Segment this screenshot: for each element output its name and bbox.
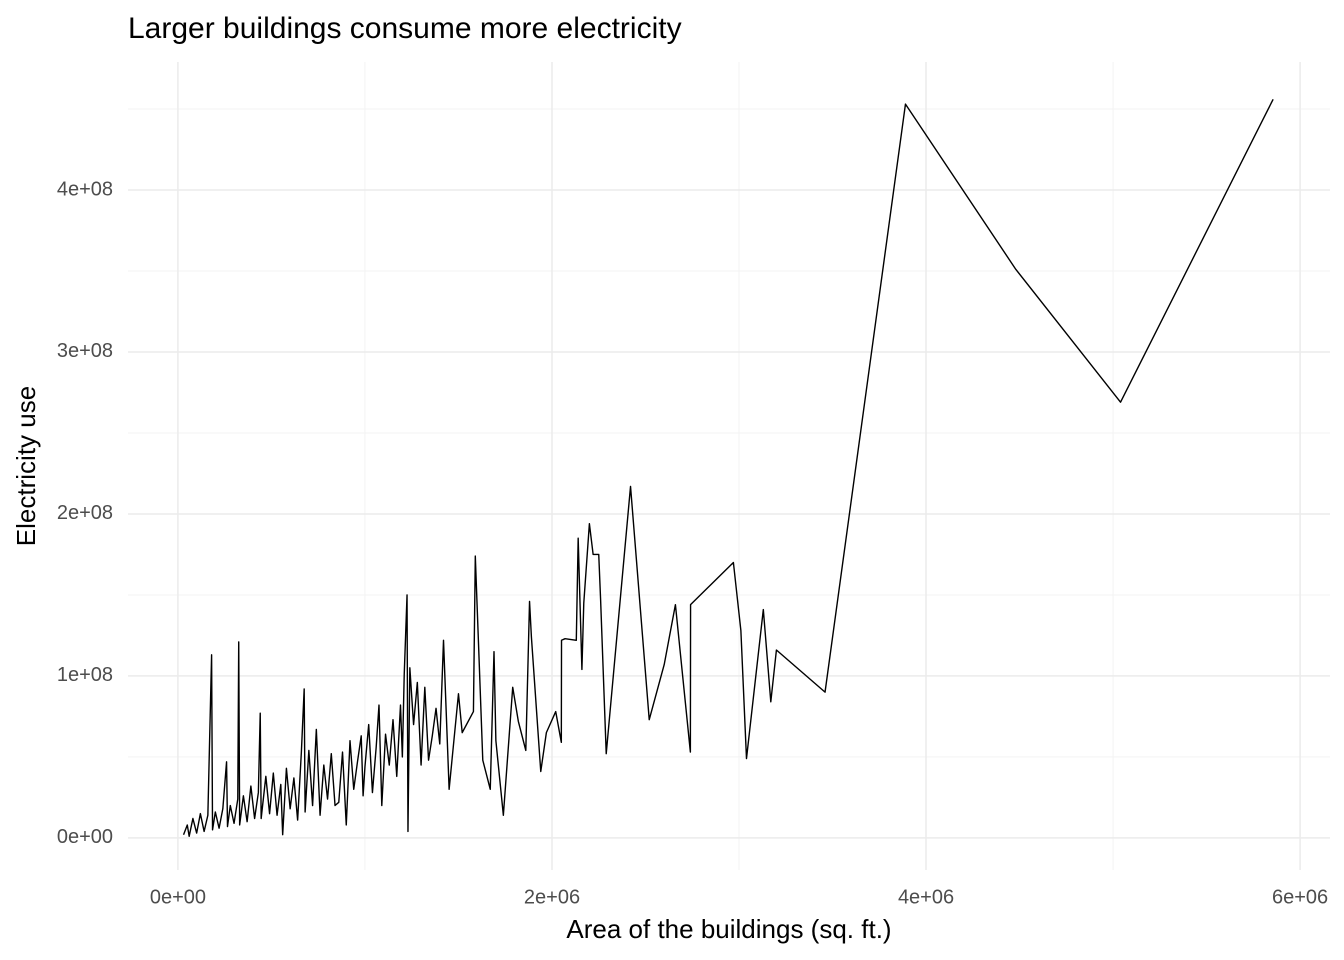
y-tick-label: 2e+08 — [57, 502, 113, 524]
chart-title: Larger buildings consume more electricit… — [128, 12, 682, 45]
x-tick-label: 4e+06 — [898, 886, 954, 908]
data-line — [182, 98, 1274, 838]
y-tick-label: 3e+08 — [57, 340, 113, 362]
x-tick-label: 2e+06 — [524, 886, 580, 908]
y-tick-label: 1e+08 — [57, 664, 113, 686]
x-axis-label: Area of the buildings (sq. ft.) — [566, 914, 891, 944]
y-tick-label: 4e+08 — [57, 178, 113, 200]
x-tick-label: 6e+06 — [1272, 886, 1328, 908]
y-tick-label: 0e+00 — [57, 826, 113, 848]
x-tick-label: 0e+00 — [150, 886, 206, 908]
y-axis-label: Electricity use — [11, 386, 41, 546]
